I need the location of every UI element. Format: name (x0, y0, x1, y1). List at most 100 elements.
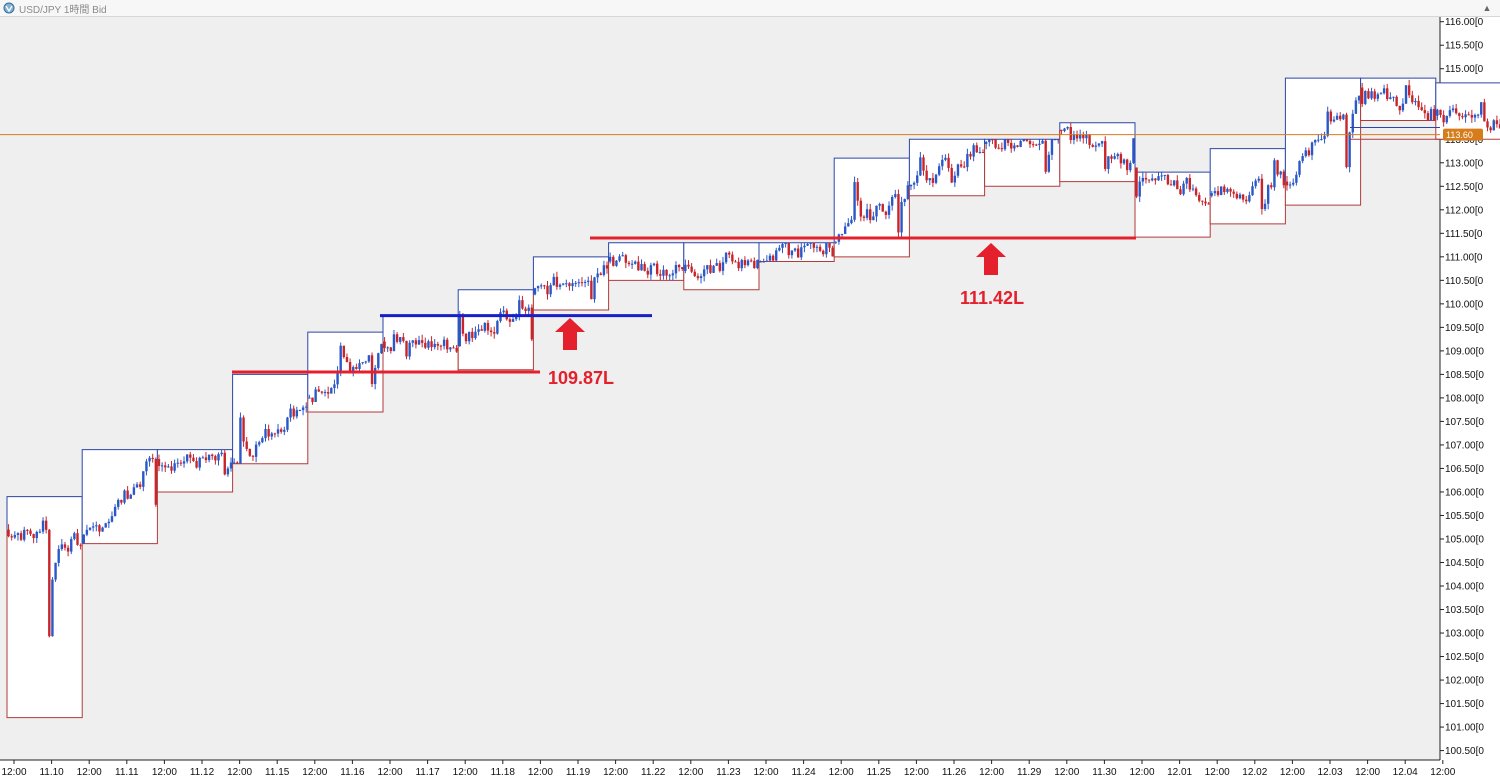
candle-body (533, 288, 537, 295)
candle-body (129, 494, 132, 499)
candle-body (1169, 184, 1173, 186)
plot-area (0, 17, 1440, 760)
candle-body (286, 417, 289, 430)
candle-body (1135, 167, 1138, 197)
candle-body (975, 145, 978, 153)
x-tick-label: 12.03 (1317, 767, 1342, 777)
candle-body (1097, 143, 1101, 146)
candle-body (906, 185, 910, 200)
candle-body (681, 267, 684, 269)
candle-body (1317, 139, 1320, 141)
y-tick-label: 109.00[0 (1445, 346, 1484, 357)
candle-body (57, 549, 60, 563)
candle-body (746, 260, 750, 266)
candle-body (1476, 114, 1480, 116)
candle-body (605, 265, 609, 269)
candle-body (587, 280, 590, 282)
candle-body (148, 457, 151, 462)
candle-body (1082, 134, 1085, 139)
candle-body (477, 329, 480, 332)
x-tick-label: 12.02 (1242, 767, 1267, 777)
candle-body (486, 322, 490, 331)
candle-body (881, 204, 884, 212)
candle-body (659, 274, 662, 276)
candle-body (1016, 145, 1019, 147)
y-tick-label: 105.00[0 (1445, 534, 1484, 545)
candle-body (872, 216, 875, 221)
day-range-box (458, 289, 534, 370)
candle-body (1113, 156, 1116, 159)
candle-body (439, 345, 443, 347)
candle-body (778, 247, 781, 251)
x-tick-label: 11.29 (1017, 767, 1042, 777)
candle-body (1119, 154, 1123, 164)
candle-body (1295, 174, 1298, 183)
candle-body (884, 211, 888, 215)
candle-body (1254, 180, 1257, 187)
candle-body (593, 277, 596, 300)
candle-body (718, 263, 722, 271)
candle-body (1389, 97, 1392, 100)
candle-body (847, 223, 850, 227)
day-low-outline (6, 529, 83, 719)
candle-body (54, 562, 57, 580)
candle-body (261, 438, 264, 443)
candle-body (314, 389, 317, 402)
candle-body (198, 457, 201, 468)
candle-body (66, 547, 70, 552)
candle-body (1473, 114, 1477, 118)
candle-body (1270, 185, 1273, 188)
candle-body (26, 529, 29, 531)
candle-body (1464, 114, 1467, 118)
x-tick-label: 11.25 (867, 767, 892, 777)
x-tick-label: 12:00 (302, 767, 327, 777)
candle-body (1125, 159, 1129, 171)
annotation-label-1: 109.87L (548, 368, 614, 388)
x-tick-label: 12:00 (753, 767, 778, 777)
candle-body (411, 340, 414, 343)
candle-body (126, 490, 129, 499)
day-low-outline (683, 261, 760, 291)
candle-body (480, 329, 483, 331)
current-price-label: 113.60 (1446, 130, 1473, 140)
day-range-box (759, 242, 835, 262)
candle-body (596, 273, 599, 278)
candle-body (662, 269, 665, 276)
candle-body (405, 340, 408, 357)
candle-body (305, 406, 308, 408)
candle-body (420, 340, 424, 343)
candle-body (380, 344, 383, 354)
candle-body (618, 256, 621, 261)
candle-body (1429, 109, 1433, 121)
candle-body (446, 339, 449, 350)
candle-body (640, 264, 643, 271)
candle-body (1063, 128, 1066, 132)
candle-body (13, 535, 17, 538)
candle-body (859, 200, 863, 217)
y-tick-label: 115.00[0 (1445, 64, 1484, 75)
y-tick-label: 110.00[0 (1445, 299, 1484, 310)
candle-body (1301, 156, 1304, 162)
day-range-box (232, 374, 308, 464)
day-range-box (984, 139, 1060, 187)
candle-body (1382, 88, 1386, 94)
candle-body (1458, 113, 1461, 117)
candle-body (878, 204, 881, 206)
candle-body (1201, 200, 1204, 202)
candle-body (981, 152, 985, 154)
candle-body (571, 283, 574, 287)
candle-body (856, 182, 859, 201)
scroll-up-icon[interactable]: ▲ (1482, 3, 1492, 13)
app-logo-icon (3, 2, 15, 14)
candle-body (1019, 141, 1022, 147)
y-axis-panel (1440, 17, 1500, 760)
candle-body (590, 280, 593, 300)
candle-body (690, 266, 693, 272)
candle-body (1245, 199, 1248, 202)
candle-body (684, 264, 687, 271)
candle-body (818, 246, 822, 251)
candle-body (652, 263, 656, 266)
candle-body (1078, 134, 1082, 139)
y-tick-label: 107.50[0 (1445, 417, 1484, 428)
